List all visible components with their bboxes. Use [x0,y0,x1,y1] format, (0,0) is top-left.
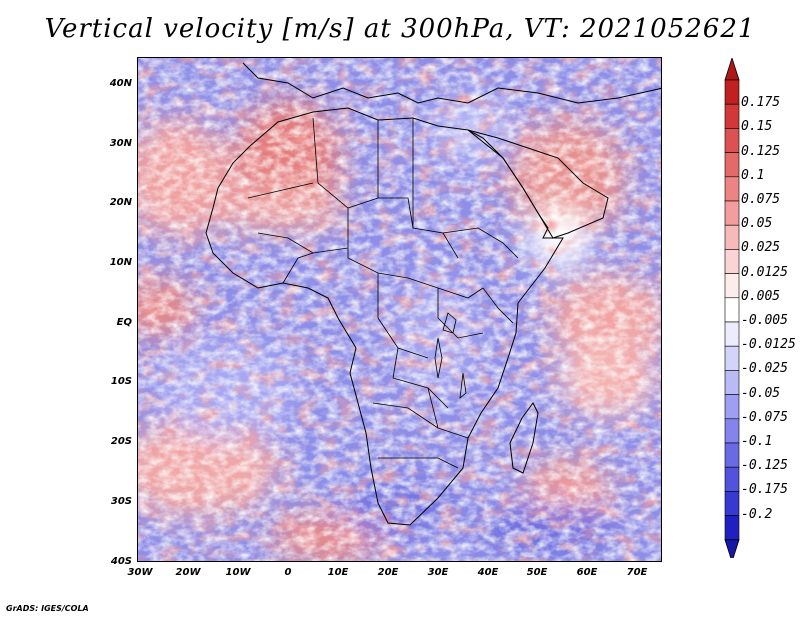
colorbar-segment [724,249,740,274]
colorbar-segment [724,370,740,395]
lon-label: 10E [327,567,349,578]
colorbar-segment [724,442,740,468]
lon-label: 70E [626,567,648,578]
colorbar-segment [724,103,740,129]
colorbar-tick-label: 0.175 [741,95,781,111]
country-borders [247,117,519,469]
lat-label: 30N [109,138,132,149]
colorbar-tick-label: 0.025 [741,240,781,256]
colorbar-tick-label: 0.125 [741,143,781,159]
lat-label: 20S [110,436,132,447]
lat-label: 20N [109,197,132,208]
lakes [434,312,467,399]
colorbar-segment [724,273,740,299]
colorbar-segment [724,152,740,178]
colorbar-tick-label: 0.0125 [741,264,788,280]
colorbar-segment [724,418,740,444]
lon-label: 60E [576,567,598,578]
lat-label: 30S [110,496,132,507]
europe-outline [242,62,661,104]
colorbar-tick-label: 0.005 [741,288,781,304]
colorbar-min-tip [724,539,740,558]
colorbar-segment [724,200,740,226]
colorbar-tick-label: 0.15 [741,119,773,135]
colorbar-tick-label: -0.075 [741,409,788,425]
colorbar-segment [724,321,740,347]
colorbar-segment [724,128,740,153]
lon-label: 10W [225,567,251,578]
lat-label: EQ [116,317,132,328]
colorbar-segment [724,224,740,250]
lon-label: 40E [477,567,499,578]
lon-label: 50E [526,567,548,578]
colorbar [724,58,740,558]
colorbar-tick-label: 0.075 [741,192,781,207]
colorbar-segment [724,515,740,541]
colorbar-tick-label: -0.1 [741,434,773,449]
colorbar-tick-label: -0.0125 [741,337,796,353]
colorbar-tick-label: -0.175 [741,482,788,498]
colorbar-segment [724,491,740,516]
colorbar-tick-label: 0.05 [741,216,773,232]
madagascar-outline [509,402,539,474]
map-svg [138,58,661,561]
colorbar-tick-label: 0.1 [741,167,765,183]
lon-label: 30W [127,567,153,578]
colorbar-tick-label: -0.025 [741,361,788,377]
lon-label: 20W [175,567,201,578]
colorbar-segment [724,79,740,105]
lat-label: 10N [109,257,132,268]
colorbar-tick-label: -0.2 [741,506,773,522]
colorbar-segment [724,297,740,323]
field-white-streaks [138,58,661,561]
chart-title: Vertical velocity [m/s] at 300hPa, VT: 2… [44,14,756,44]
lon-label: 30E [427,567,449,578]
lon-label: 0 [284,567,292,578]
colorbar-segment [724,394,740,420]
colorbar-segment [724,345,740,371]
colorbar-max-tip [724,58,740,81]
africa-coastline [205,107,564,526]
lat-label: 40N [109,78,132,89]
lat-label: 10S [110,376,132,387]
arabia-outline [467,129,609,239]
vertical-velocity-map [137,57,662,562]
colorbar-tick-label: -0.005 [741,313,788,328]
grads-credit: GrADS: IGES/COLA [6,604,89,613]
colorbar-tick-label: -0.125 [741,458,788,474]
colorbar-segment [724,466,740,492]
lat-label: 40S [110,556,132,567]
colorbar-segment [724,176,740,202]
lon-label: 20E [377,567,399,578]
colorbar-tick-label: -0.05 [741,385,781,401]
